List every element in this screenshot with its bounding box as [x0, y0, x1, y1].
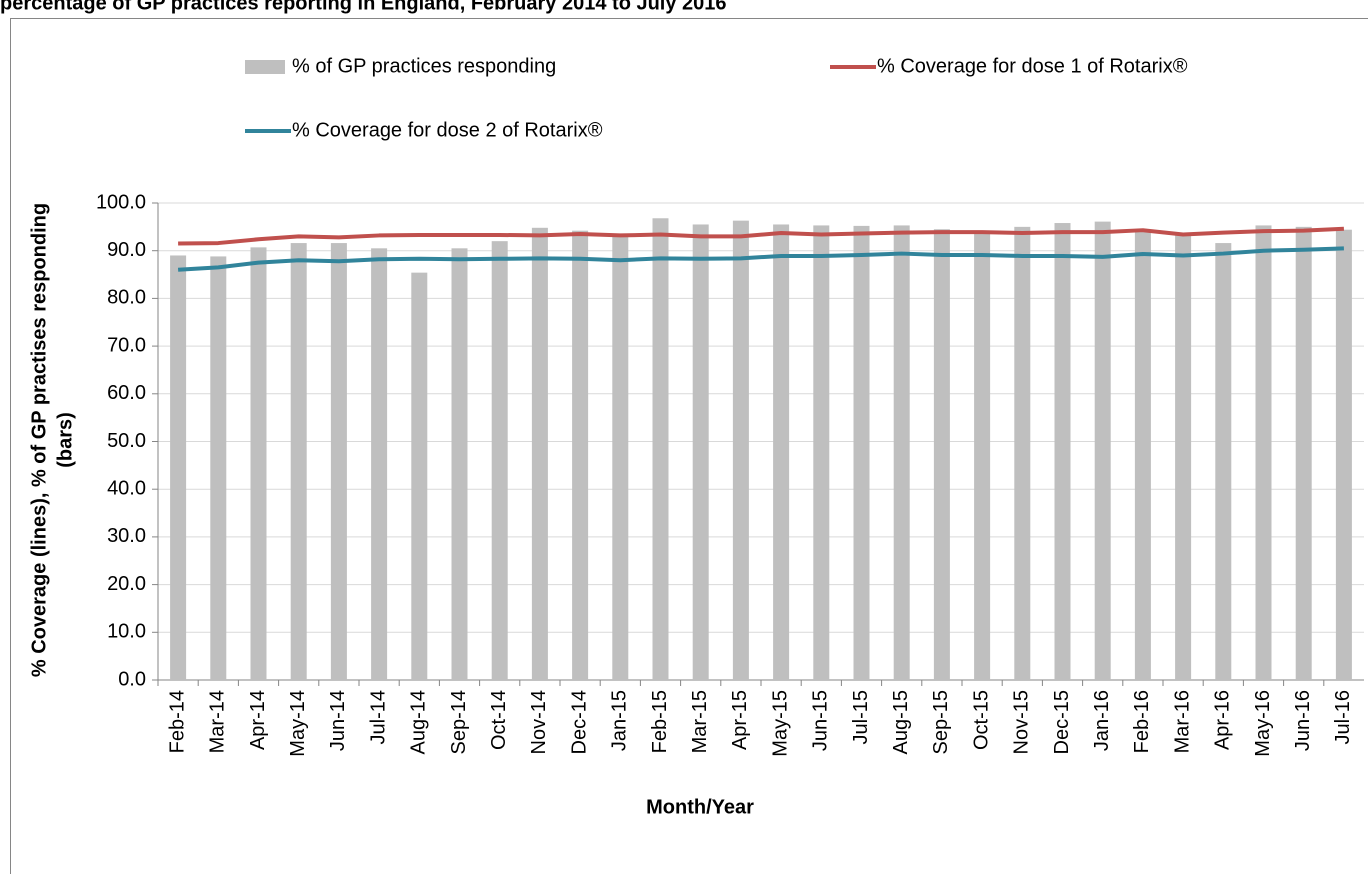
line — [178, 226, 1344, 246]
bar — [813, 225, 830, 680]
x-tick-label: Apr-14 — [247, 690, 269, 750]
x-tick-label: May-15 — [769, 690, 791, 757]
x-tick-label: Feb-15 — [649, 690, 671, 753]
x-tick-label: Jun-16 — [1292, 690, 1314, 751]
x-tick-label: Apr-16 — [1212, 690, 1234, 750]
bar — [210, 256, 227, 680]
y-axis-label: (bars) — [54, 412, 76, 468]
bar — [491, 241, 508, 680]
x-tick-label: Jun-15 — [810, 690, 832, 751]
bar — [170, 255, 187, 680]
bar — [1014, 226, 1031, 680]
bar — [451, 248, 468, 680]
x-tick-label: Oct-14 — [488, 690, 510, 750]
bar — [290, 243, 307, 680]
y-axis-label: % Coverage (lines), % of GP practises re… — [28, 203, 50, 677]
bar — [933, 229, 950, 681]
bar — [773, 224, 790, 680]
bar — [853, 225, 870, 680]
legend-label: % Coverage for dose 1 of Rotarix® — [877, 55, 1188, 77]
x-tick-label: Oct-15 — [970, 690, 992, 750]
y-tick-label: 100.0 — [96, 191, 146, 213]
x-tick-label: Apr-15 — [729, 690, 751, 750]
x-tick-label: Jul-16 — [1332, 690, 1354, 744]
x-tick-label: Jan-16 — [1091, 690, 1113, 751]
bar — [1295, 226, 1312, 680]
y-tick-label: 30.0 — [107, 525, 146, 547]
bar — [1134, 230, 1151, 680]
x-tick-label: Feb-14 — [166, 690, 188, 753]
bar — [1215, 243, 1232, 680]
bar — [572, 230, 589, 680]
x-tick-label: May-16 — [1252, 690, 1274, 757]
y-tick-label: 70.0 — [107, 334, 146, 356]
x-tick-label: Mar-15 — [689, 690, 711, 753]
chart-title: percentage of GP practices reporting in … — [0, 0, 727, 14]
bar — [531, 227, 548, 680]
x-tick-label: Mar-16 — [1171, 690, 1193, 753]
bar — [692, 224, 709, 680]
x-tick-label: Jun-14 — [327, 690, 349, 751]
legend-label: % of GP practices responding — [292, 55, 556, 77]
x-tick-label: Jul-14 — [367, 690, 389, 744]
y-tick-label: 80.0 — [107, 287, 146, 309]
x-tick-label: Jan-15 — [609, 690, 631, 751]
bar — [330, 243, 347, 680]
bar — [1175, 233, 1192, 680]
bar — [974, 231, 991, 680]
x-tick-label: Jul-15 — [850, 690, 872, 744]
x-tick-label: Dec-14 — [568, 690, 590, 754]
x-tick-label: Mar-14 — [207, 690, 229, 753]
y-tick-label: 50.0 — [107, 430, 146, 452]
y-tick-label: 10.0 — [107, 621, 146, 643]
bar — [1054, 223, 1071, 680]
y-tick-label: 0.0 — [118, 668, 146, 690]
bar — [732, 220, 749, 681]
bar — [250, 247, 267, 680]
x-axis-label: Month/Year — [646, 796, 754, 818]
y-tick-label: 90.0 — [107, 239, 146, 261]
x-tick-label: Aug-14 — [408, 690, 430, 755]
y-tick-label: 60.0 — [107, 382, 146, 404]
bar — [411, 272, 428, 680]
y-tick-label: 20.0 — [107, 573, 146, 595]
x-tick-label: Nov-15 — [1011, 690, 1033, 754]
x-tick-label: Sep-14 — [448, 690, 470, 755]
legend-swatch — [245, 60, 285, 74]
bar — [893, 225, 910, 680]
bar — [371, 248, 388, 680]
x-tick-label: May-14 — [287, 690, 309, 757]
bar — [652, 218, 669, 680]
x-tick-label: Nov-14 — [528, 690, 550, 754]
bar — [1255, 225, 1272, 680]
line — [177, 246, 1344, 272]
y-tick-label: 40.0 — [107, 477, 146, 499]
bar — [1094, 221, 1111, 680]
bar — [612, 234, 629, 680]
legend-label: % Coverage for dose 2 of Rotarix® — [292, 119, 603, 141]
x-tick-label: Sep-15 — [930, 690, 952, 755]
chart-border — [10, 18, 1368, 874]
x-tick-label: Feb-16 — [1131, 690, 1153, 753]
x-tick-label: Dec-15 — [1051, 690, 1073, 754]
bar — [1335, 229, 1352, 680]
x-tick-label: Aug-15 — [890, 690, 912, 755]
